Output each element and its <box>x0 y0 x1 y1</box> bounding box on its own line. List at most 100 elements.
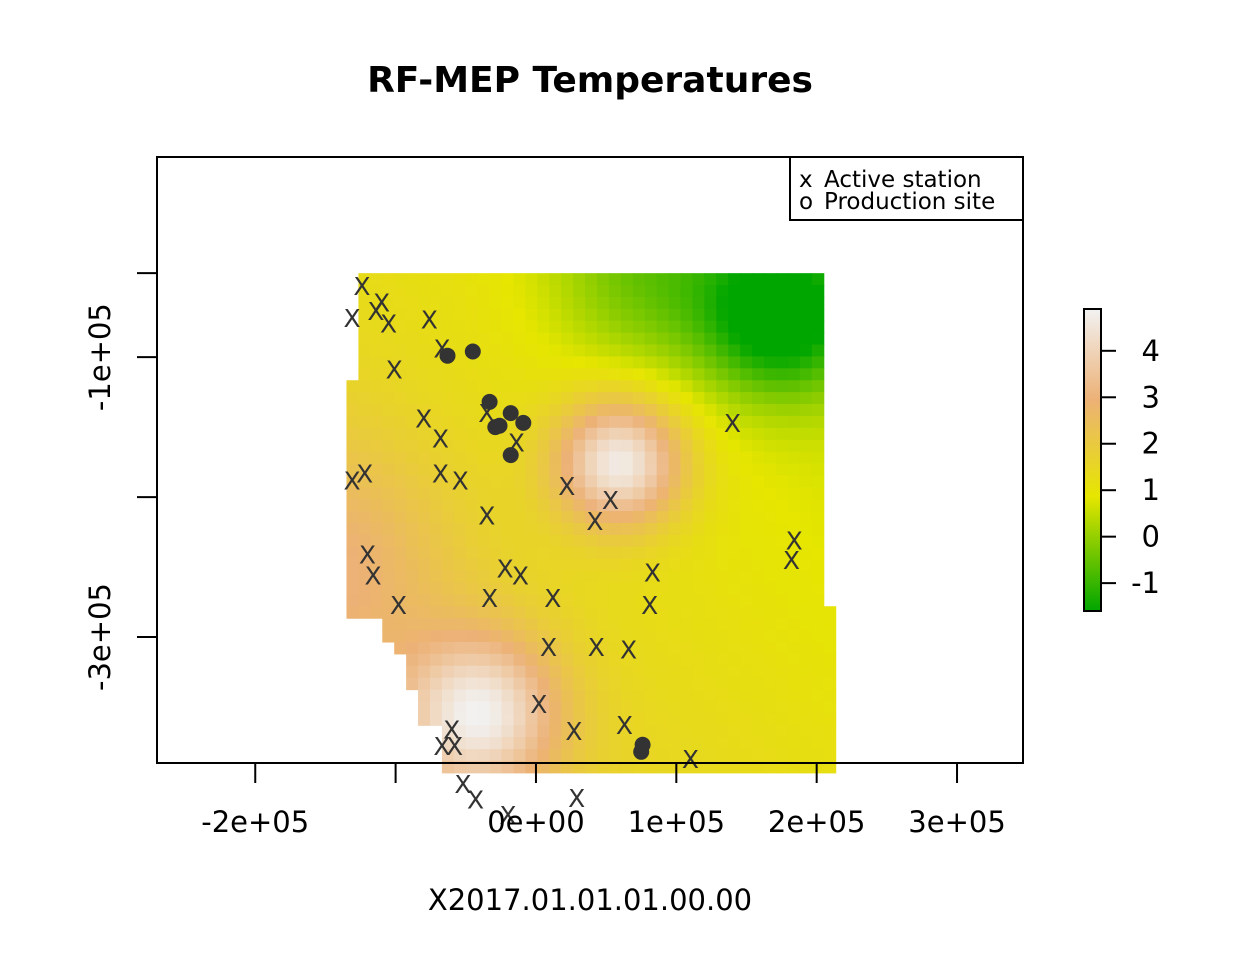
raster-cell <box>811 356 825 369</box>
raster-cell <box>453 296 467 310</box>
raster-cell <box>764 737 777 750</box>
raster-cell <box>561 641 574 655</box>
raster-cell <box>406 677 419 691</box>
raster-cell <box>477 594 491 607</box>
raster-cell <box>644 356 658 369</box>
raster-cell <box>716 677 729 691</box>
raster-cell <box>632 570 646 584</box>
raster-cell <box>692 356 705 369</box>
raster-cell <box>501 749 515 762</box>
raster-cell <box>764 499 777 512</box>
raster-cell <box>561 522 574 536</box>
raster-cell <box>537 677 550 691</box>
raster-cell <box>585 296 598 310</box>
raster-cell <box>608 511 622 524</box>
raster-cell <box>764 630 777 643</box>
raster-cell <box>668 427 682 441</box>
raster-cell <box>752 344 765 358</box>
raster-cell <box>764 701 777 714</box>
raster-cell <box>561 356 574 369</box>
raster-cell <box>537 737 550 750</box>
raster-cell <box>692 404 705 417</box>
raster-cell <box>501 594 515 607</box>
station-marker: X <box>415 405 432 434</box>
raster-cell <box>418 570 431 584</box>
x-axis: -2e+05 0e+00 1e+05 2e+05 3e+05 <box>201 763 1006 839</box>
raster-cell <box>370 427 383 441</box>
raster-cell <box>513 737 527 750</box>
raster-cell <box>537 665 550 679</box>
raster-cell <box>597 749 610 762</box>
raster-cell <box>429 427 443 441</box>
raster-cell <box>394 463 407 476</box>
raster-cell <box>346 546 360 560</box>
raster-cell <box>525 522 538 536</box>
raster-cell <box>764 368 777 381</box>
raster-cell <box>477 641 491 655</box>
raster-cell <box>525 356 538 369</box>
raster-cell <box>632 689 646 703</box>
raster-cell <box>799 606 813 619</box>
raster-cell <box>346 606 360 619</box>
raster-cell <box>775 630 789 643</box>
raster-cell <box>549 380 562 393</box>
raster-cell <box>680 296 694 310</box>
raster-cell <box>752 618 765 631</box>
raster-cell <box>656 356 670 369</box>
raster-cell <box>752 606 765 619</box>
raster-cell <box>811 618 825 631</box>
raster-cell <box>811 737 825 750</box>
raster-cell <box>358 344 371 358</box>
raster-cell <box>787 594 801 607</box>
raster-cell <box>406 356 419 369</box>
raster-cell <box>752 451 765 465</box>
raster-cell <box>573 701 586 714</box>
raster-cell <box>716 463 729 476</box>
raster-cell <box>561 630 574 643</box>
raster-cell <box>823 618 837 631</box>
raster-cell <box>346 404 360 417</box>
raster-cell <box>656 273 670 286</box>
raster-cell <box>358 558 371 572</box>
raster-cell <box>668 511 682 524</box>
raster-cell <box>811 701 825 714</box>
raster-cell <box>608 546 622 560</box>
raster-cell <box>561 570 574 584</box>
raster-cell <box>477 701 491 714</box>
raster-cell <box>620 344 634 358</box>
raster-cell <box>740 463 753 476</box>
raster-cell <box>561 594 574 607</box>
raster-cell <box>704 606 717 619</box>
raster-cell <box>728 558 741 572</box>
raster-cell <box>799 273 813 286</box>
raster-cell <box>680 558 694 572</box>
raster-cell <box>501 606 515 619</box>
raster-cell <box>680 760 694 774</box>
raster-cell <box>453 701 467 714</box>
raster-cell <box>441 320 455 334</box>
raster-cell <box>549 356 562 369</box>
raster-cell <box>764 570 777 584</box>
raster-cell <box>501 475 515 488</box>
raster-cell <box>453 760 467 774</box>
raster-cell <box>608 713 622 726</box>
raster-cell <box>477 653 491 667</box>
raster-cell <box>358 451 371 465</box>
raster-cell <box>489 344 503 358</box>
raster-cell <box>561 618 574 631</box>
raster-cell <box>644 725 658 738</box>
raster-cell <box>501 487 515 500</box>
raster-cell <box>728 320 741 334</box>
raster-cell <box>573 273 586 286</box>
raster-cell <box>656 439 670 453</box>
raster-cell <box>370 558 383 572</box>
raster-cell <box>489 606 503 619</box>
raster-cell <box>537 534 550 548</box>
raster-cell <box>489 582 503 595</box>
raster-cell <box>537 570 550 584</box>
raster-cell <box>561 737 574 750</box>
raster-cell <box>537 701 550 714</box>
raster-cell <box>406 511 419 524</box>
station-marker: X <box>724 409 741 438</box>
raster-cell <box>537 404 550 417</box>
